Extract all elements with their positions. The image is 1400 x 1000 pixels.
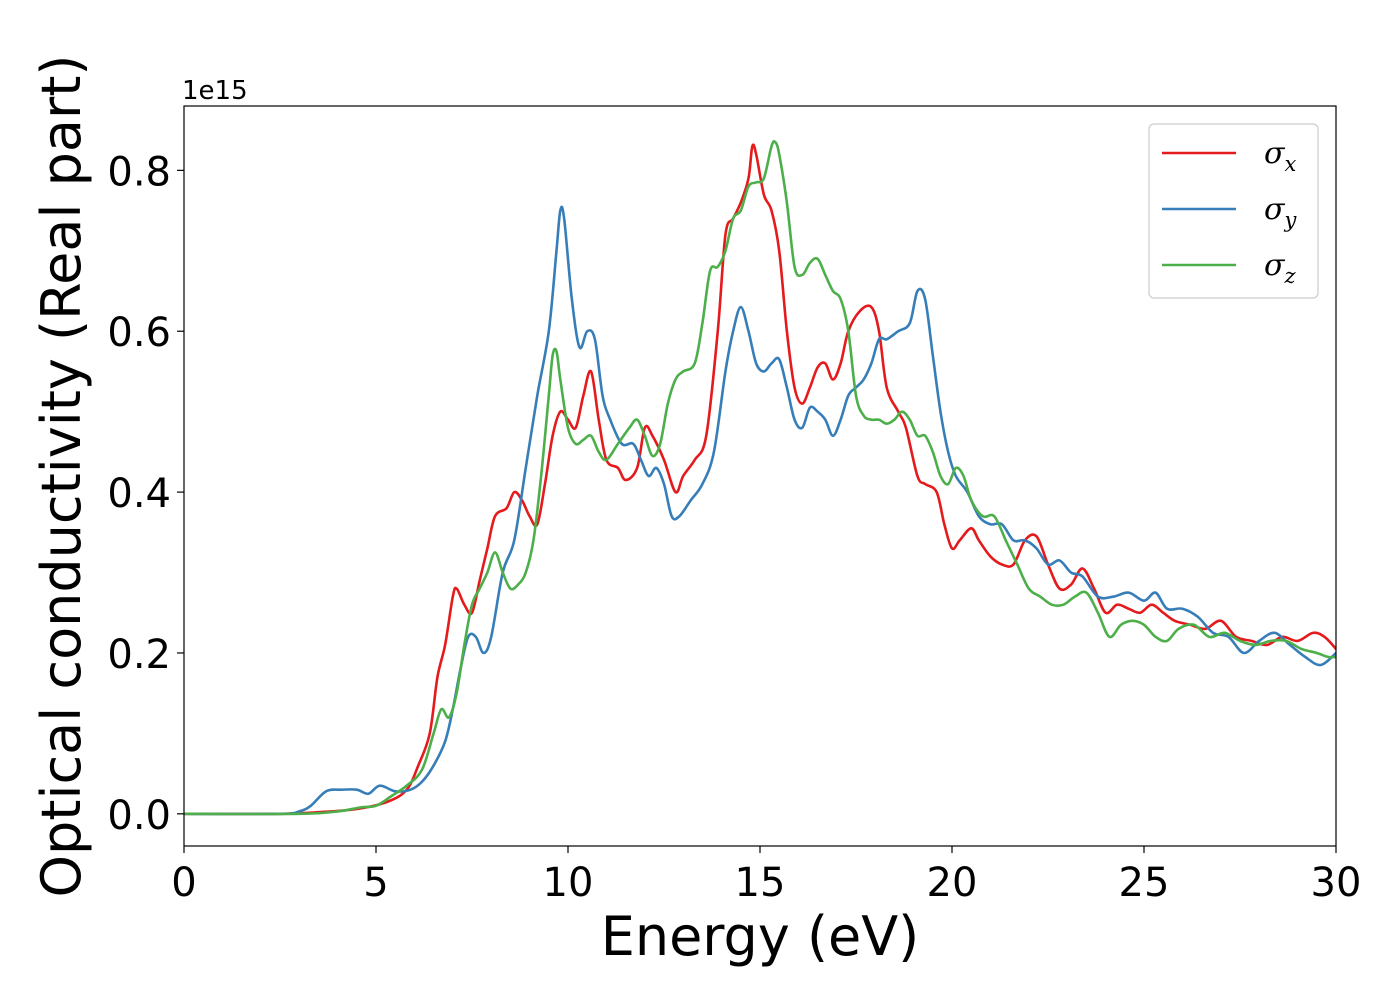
plot-area <box>183 105 1337 847</box>
x-tick-label: 30 <box>1311 860 1362 906</box>
series-line-sigma-x <box>184 143 1336 816</box>
y-offset-label: 1e15 <box>182 76 248 106</box>
y-tick-label: 0.4 <box>107 471 171 517</box>
series-line-sigma-y <box>184 205 1336 816</box>
y-tick-label: 0.0 <box>107 793 171 839</box>
y-tick-label: 0.8 <box>107 149 171 195</box>
series-line-sigma-z <box>184 139 1336 816</box>
y-tick-label: 0.6 <box>107 310 171 356</box>
x-tick-label: 15 <box>735 860 786 906</box>
legend-box <box>1148 123 1319 299</box>
y-axis-label: Optical conductivity (Real part) <box>30 55 93 898</box>
legend-label-sigma-x: σx <box>1264 136 1296 176</box>
y-axis-ticks: 0.0 0.2 0.4 0.6 0.8 <box>107 149 184 839</box>
x-axis-ticks: 0 5 10 15 20 25 30 <box>171 846 1361 906</box>
x-tick-label: 0 <box>171 860 196 906</box>
x-tick-label: 5 <box>363 860 388 906</box>
x-tick-label: 20 <box>927 860 978 906</box>
y-tick-label: 0.2 <box>107 632 171 678</box>
x-tick-label: 25 <box>1119 860 1170 906</box>
x-axis-label: Energy (eV) <box>601 905 920 968</box>
x-tick-label: 10 <box>543 860 594 906</box>
series-layer <box>184 139 1336 816</box>
